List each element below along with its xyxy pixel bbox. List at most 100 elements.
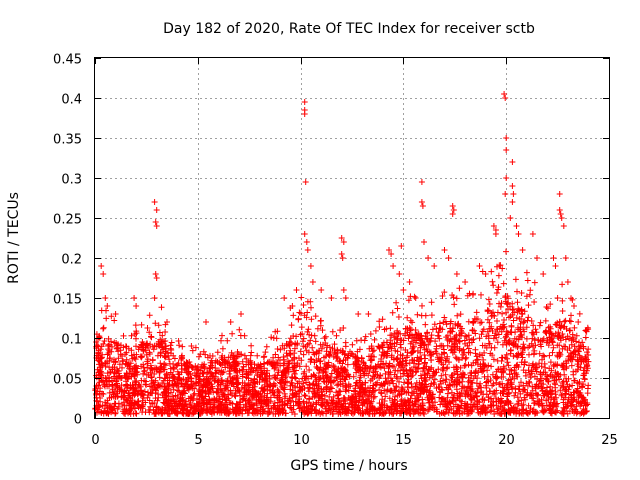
roti-point — [564, 279, 571, 285]
roti-point — [150, 379, 157, 386]
roti-point — [510, 353, 517, 360]
roti-point — [330, 353, 337, 360]
roti-point — [566, 335, 573, 342]
roti-point — [352, 398, 359, 405]
roti-point — [501, 337, 508, 344]
roti-point — [131, 399, 138, 406]
roti-point — [222, 404, 229, 410]
roti-point — [318, 345, 325, 352]
roti-point — [481, 373, 488, 380]
data-points — [92, 91, 592, 417]
roti-point — [324, 374, 331, 381]
roti-point — [100, 325, 107, 332]
roti-point — [233, 354, 240, 361]
roti-point — [486, 301, 493, 307]
roti-point — [339, 255, 346, 261]
roti-point — [278, 377, 285, 384]
roti-point — [335, 410, 342, 417]
roti-point — [234, 408, 241, 415]
roti-point — [568, 362, 575, 369]
roti-point — [364, 408, 371, 414]
roti-point — [425, 341, 432, 348]
roti-point — [302, 393, 309, 399]
roti-point — [259, 410, 266, 417]
roti-point — [547, 409, 554, 416]
roti-point — [298, 294, 305, 301]
roti-point — [438, 380, 444, 387]
roti-point — [205, 391, 212, 398]
roti-point — [149, 367, 156, 374]
roti-point — [462, 279, 469, 285]
roti-point — [301, 231, 308, 237]
roti-point — [369, 348, 376, 355]
roti-point — [271, 402, 278, 409]
roti-point — [502, 95, 509, 101]
roti-point — [373, 364, 380, 371]
roti-point — [102, 295, 109, 301]
roti-point — [162, 354, 169, 361]
roti-point — [175, 383, 182, 390]
roti-point — [362, 333, 369, 340]
roti-point — [289, 364, 296, 371]
roti-point — [377, 389, 384, 396]
roti-point — [510, 317, 517, 324]
y-tick-label: 0.35 — [53, 133, 82, 148]
roti-point — [166, 356, 173, 363]
roti-point — [262, 349, 269, 356]
roti-point — [406, 279, 413, 285]
roti-point — [323, 406, 330, 412]
roti-point — [337, 388, 344, 395]
roti-point — [503, 309, 509, 316]
roti-point — [345, 352, 352, 359]
roti-point — [453, 363, 460, 370]
roti-point — [543, 330, 550, 337]
roti-point — [300, 351, 307, 358]
roti-point — [301, 99, 308, 105]
roti-point — [181, 383, 188, 390]
roti-point — [176, 398, 183, 405]
roti-point — [576, 352, 583, 359]
roti-point — [511, 392, 518, 399]
roti-point — [163, 389, 169, 396]
roti-point — [490, 356, 497, 363]
roti-point — [573, 403, 580, 410]
x-tick-label: 10 — [293, 433, 310, 448]
roti-point — [342, 295, 349, 301]
roti-point — [538, 363, 545, 370]
roti-point — [305, 326, 312, 333]
roti-point — [514, 373, 521, 380]
roti-point — [105, 335, 112, 342]
roti-point — [254, 372, 261, 379]
roti-point — [483, 409, 490, 416]
roti-point — [451, 335, 458, 342]
roti-point — [207, 386, 214, 393]
roti-point — [342, 343, 349, 350]
roti-point — [505, 401, 512, 408]
roti-point — [544, 384, 550, 391]
roti-point — [421, 374, 428, 381]
roti-point — [112, 359, 119, 366]
roti-point — [263, 370, 270, 377]
roti-point — [105, 409, 112, 416]
roti-point — [567, 318, 574, 325]
roti-point — [379, 349, 386, 356]
roti-point — [288, 397, 294, 404]
roti-point — [498, 300, 505, 307]
roti-point — [534, 376, 541, 383]
roti-point — [147, 362, 154, 369]
roti-point — [257, 361, 264, 368]
roti-point — [299, 383, 306, 390]
roti-point — [506, 337, 513, 344]
roti-point — [264, 390, 271, 397]
roti-point — [414, 392, 421, 399]
roti-point — [272, 411, 279, 417]
roti-point — [528, 368, 535, 375]
roti-point — [253, 390, 259, 397]
roti-point — [461, 405, 468, 412]
roti-point — [418, 179, 425, 185]
roti-point — [505, 306, 511, 313]
roti-point — [192, 404, 199, 411]
roti-point — [555, 332, 562, 339]
roti-point — [551, 377, 558, 384]
roti-point — [329, 400, 336, 407]
